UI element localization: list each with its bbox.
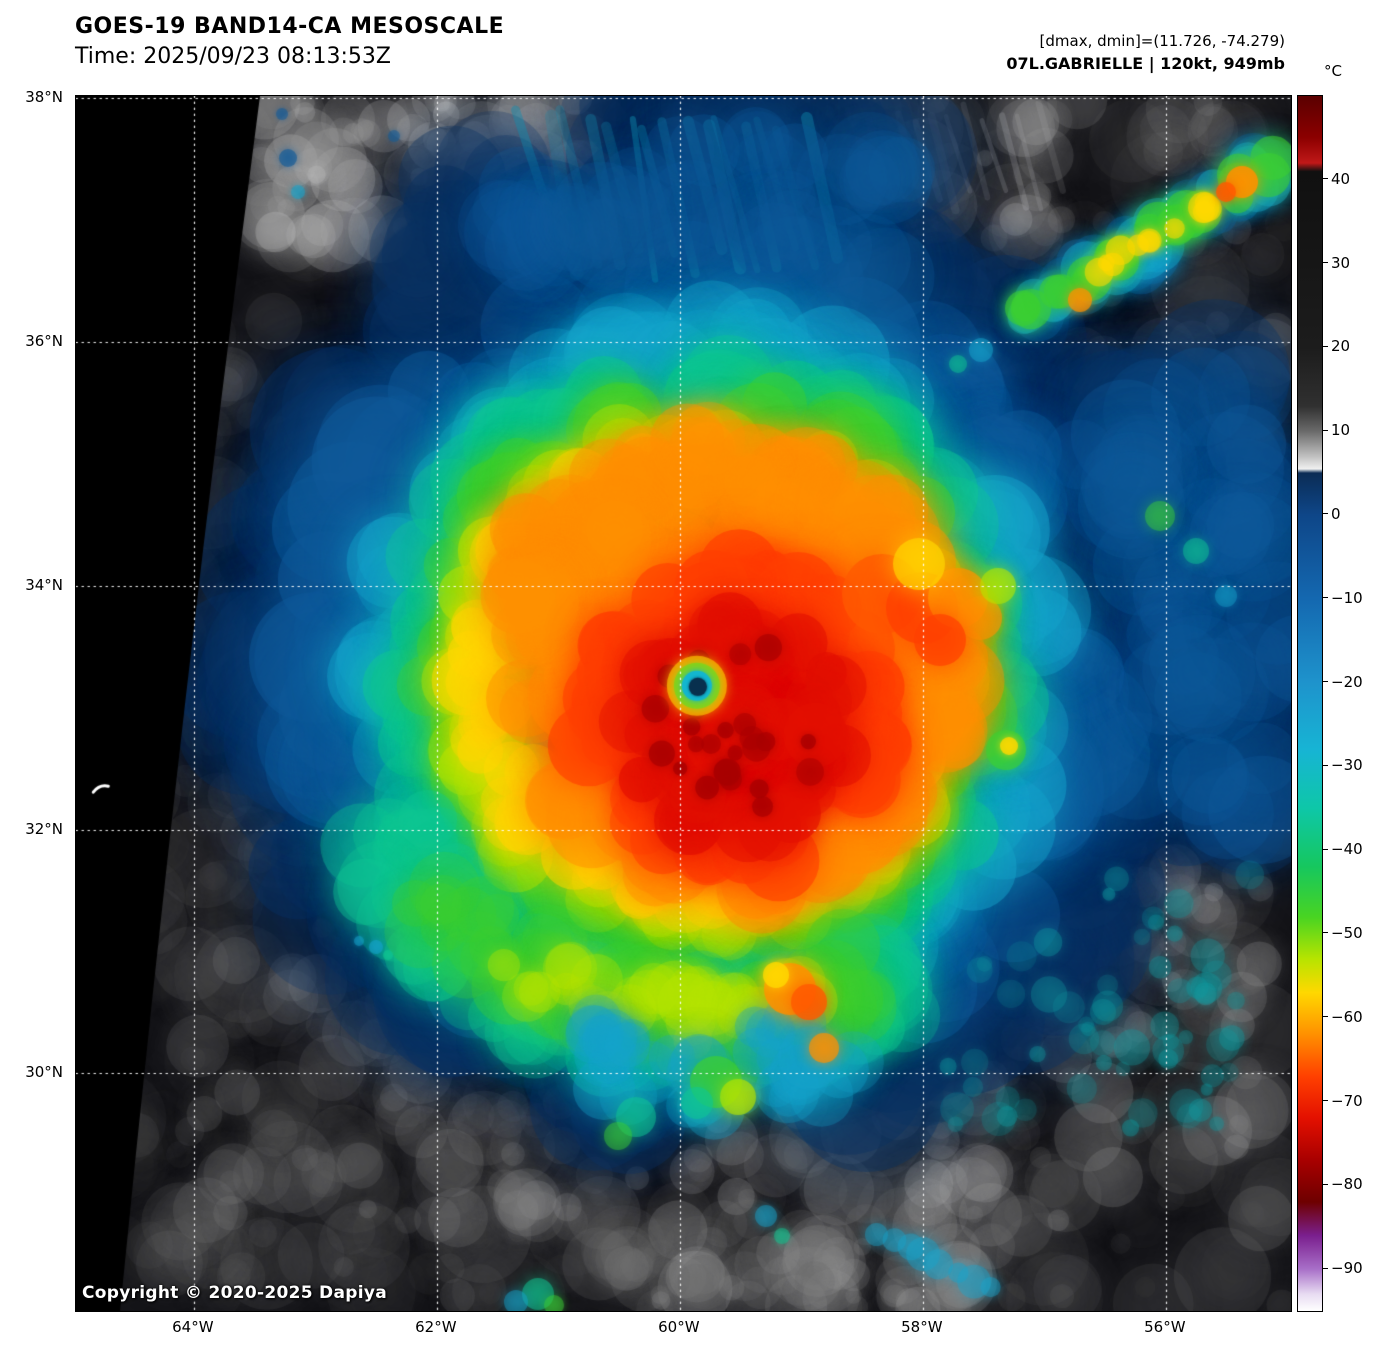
colorbar-tick-label: −80 bbox=[1331, 1175, 1363, 1194]
colorbar-tick-mark bbox=[1323, 597, 1328, 599]
colorbar-tick-mark bbox=[1323, 429, 1328, 431]
colorbar-tick-mark bbox=[1323, 1267, 1328, 1269]
copyright-label: Copyright © 2020-2025 Dapiya bbox=[82, 1283, 387, 1303]
colorbar-tick-mark bbox=[1323, 932, 1328, 934]
dmax-dmin-annotation: [dmax, dmin]=(11.726, -74.279) bbox=[1039, 32, 1285, 50]
map-area: Copyright © 2020-2025 Dapiya bbox=[75, 95, 1292, 1312]
colorbar-tick-mark bbox=[1323, 681, 1328, 683]
colorbar-tick-label: −90 bbox=[1331, 1259, 1363, 1278]
lon-label: 60°W bbox=[658, 1318, 700, 1336]
colorbar-unit-label: °C bbox=[1324, 62, 1342, 80]
figure-timestamp: Time: 2025/09/23 08:13:53Z bbox=[75, 44, 391, 69]
colorbar-tick-mark bbox=[1323, 1183, 1328, 1185]
colorbar-tick-label: −70 bbox=[1331, 1091, 1363, 1110]
colorbar-tick-label: 20 bbox=[1331, 337, 1351, 356]
lat-label: 30°N bbox=[25, 1063, 63, 1082]
lon-label: 56°W bbox=[1144, 1318, 1186, 1336]
lat-label: 38°N bbox=[25, 88, 63, 107]
lon-label: 62°W bbox=[415, 1318, 457, 1336]
colorbar-tick-mark bbox=[1323, 764, 1328, 766]
figure-header: GOES-19 BAND14-CA MESOSCALE Time: 2025/0… bbox=[75, 14, 504, 69]
colorbar-tick-label: 0 bbox=[1331, 504, 1341, 523]
colorbar-tick-label: −40 bbox=[1331, 840, 1363, 859]
colorbar-tick-mark bbox=[1323, 1016, 1328, 1018]
lon-label: 58°W bbox=[901, 1318, 943, 1336]
colorbar-tick-label: −60 bbox=[1331, 1007, 1363, 1026]
lon-label: 64°W bbox=[172, 1318, 214, 1336]
colorbar-tick-mark bbox=[1323, 178, 1328, 180]
colorbar-tick-mark bbox=[1323, 262, 1328, 264]
colorbar-tick-label: 40 bbox=[1331, 169, 1351, 188]
colorbar-tick-mark bbox=[1323, 513, 1328, 515]
colorbar-tick-label: 10 bbox=[1331, 421, 1351, 440]
colorbar-tick-label: −30 bbox=[1331, 756, 1363, 775]
storm-info-annotation: 07L.GABRIELLE | 120kt, 949mb bbox=[1006, 54, 1285, 73]
colorbar-tick-mark bbox=[1323, 345, 1328, 347]
annotation-block: [dmax, dmin]=(11.726, -74.279) 07L.GABRI… bbox=[1006, 32, 1285, 73]
colorbar-tick-label: −10 bbox=[1331, 588, 1363, 607]
colorbar bbox=[1297, 95, 1323, 1312]
colorbar-tick-label: −50 bbox=[1331, 923, 1363, 942]
figure-title: GOES-19 BAND14-CA MESOSCALE bbox=[75, 14, 505, 39]
colorbar-tick-mark bbox=[1323, 848, 1328, 850]
satellite-image-canvas bbox=[76, 96, 1291, 1311]
lat-label: 34°N bbox=[25, 575, 63, 594]
colorbar-tick-label: 30 bbox=[1331, 253, 1351, 272]
colorbar-tick-mark bbox=[1323, 1100, 1328, 1102]
colorbar-tick-label: −20 bbox=[1331, 672, 1363, 691]
lat-label: 36°N bbox=[25, 332, 63, 351]
lat-label: 32°N bbox=[25, 819, 63, 838]
